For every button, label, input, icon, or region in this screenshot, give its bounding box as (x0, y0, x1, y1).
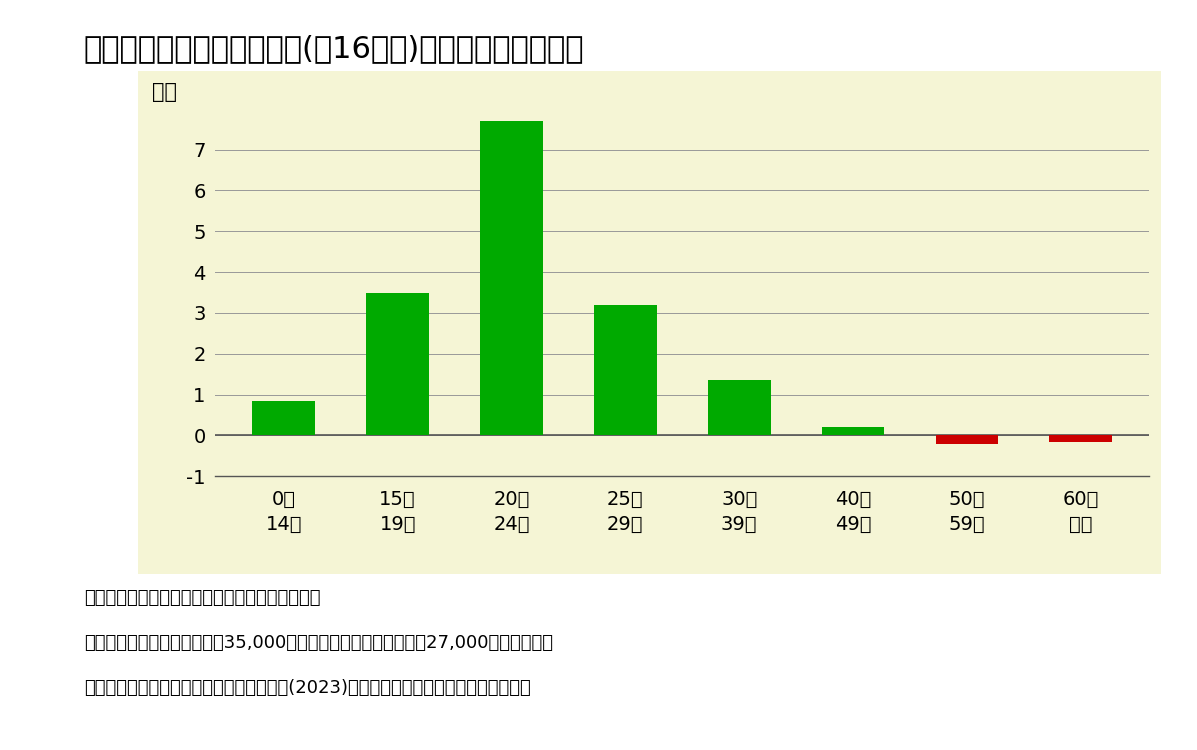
Text: （注２）　１５～１９歳の絉35,000人のうち、１８～１９歳が絉27,000人を占める。: （注２） １５～１９歳の絉35,000人のうち、１８～１９歳が絉27,000人を… (84, 634, 553, 652)
Text: 万人: 万人 (152, 82, 177, 103)
Text: （資料）　国立社会保障・人口問題研究所(2023)「日本の将来推計人口」より筆者作成: （資料） 国立社会保障・人口問題研究所(2023)「日本の将来推計人口」より筆者… (84, 679, 530, 697)
Text: （注１）　緑は入国超過、赤は出国超過を示す。: （注１） 緑は入国超過、赤は出国超過を示す。 (84, 589, 321, 607)
Text: 図表２　外国人入国超過数(絀16万人)の年齢区分別の内訳: 図表２ 外国人入国超過数(絀16万人)の年齢区分別の内訳 (84, 34, 584, 63)
Bar (822, 427, 885, 436)
Bar (366, 292, 429, 436)
Bar (253, 400, 315, 436)
Bar (707, 380, 771, 436)
Bar (936, 436, 998, 443)
Bar (1050, 436, 1112, 442)
Bar (480, 121, 542, 436)
Bar (594, 304, 657, 436)
